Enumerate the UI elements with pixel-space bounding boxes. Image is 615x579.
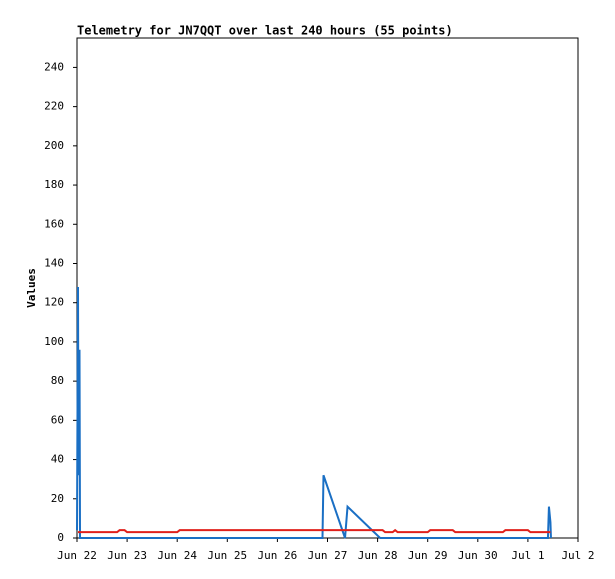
y-tick-label: 240 xyxy=(44,60,64,73)
x-tick-label: Jun 24 xyxy=(157,549,197,562)
x-tick-label: Jun 26 xyxy=(258,549,298,562)
y-tick-label: 200 xyxy=(44,139,64,152)
y-tick-label: 40 xyxy=(51,453,64,466)
x-tick-label: Jun 25 xyxy=(207,549,247,562)
y-tick-label: 180 xyxy=(44,178,64,191)
x-tick-label: Jun 29 xyxy=(408,549,448,562)
x-tick-label: Jun 28 xyxy=(358,549,398,562)
y-tick-label: 160 xyxy=(44,217,64,230)
y-tick-label: 80 xyxy=(51,374,64,387)
y-tick-label: 60 xyxy=(51,413,64,426)
y-tick-label: 100 xyxy=(44,335,64,348)
chart-title: Telemetry for JN7QQT over last 240 hours… xyxy=(77,24,453,38)
x-tick-label: Jun 23 xyxy=(107,549,147,562)
x-tick-label: Jun 22 xyxy=(57,549,97,562)
series-line xyxy=(76,287,552,539)
x-tick-label: Jun 30 xyxy=(458,549,498,562)
y-tick-label: 0 xyxy=(57,531,64,544)
y-tick-label: 140 xyxy=(44,256,64,269)
x-tick-label: Jul 1 xyxy=(511,549,544,562)
x-tick-label: Jul 2 xyxy=(561,549,594,562)
y-tick-label: 20 xyxy=(51,492,64,505)
x-tick-label: Jun 27 xyxy=(308,549,348,562)
series-line xyxy=(78,528,551,534)
y-tick-label: 220 xyxy=(44,100,64,113)
y-axis-label: Values xyxy=(25,268,38,308)
y-tick-label: 120 xyxy=(44,296,64,309)
